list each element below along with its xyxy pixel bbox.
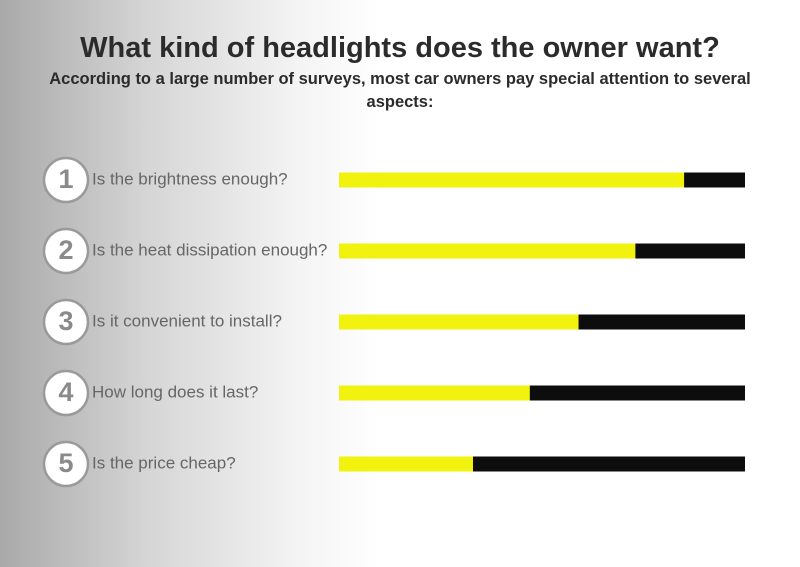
category-label: Is the heat dissipation enough? (92, 240, 327, 259)
rank-number: 4 (58, 377, 73, 407)
bar (339, 456, 473, 472)
category-label: How long does it last? (92, 382, 258, 401)
category-label: Is the brightness enough? (92, 169, 288, 188)
rank-badge (42, 156, 90, 204)
category-label: Is the price cheap? (92, 453, 236, 472)
bar (339, 385, 530, 401)
rank-number: 3 (58, 306, 73, 336)
bar (339, 314, 579, 330)
category-label: Is it convenient to install? (92, 311, 282, 330)
rank-badge (42, 298, 90, 346)
rank-number: 1 (58, 164, 73, 194)
rank-badge (42, 227, 90, 275)
bar (339, 172, 685, 188)
rank-badge (42, 369, 90, 417)
chart-subtitle: According to a large number of surveys, … (49, 70, 751, 111)
rank-number: 2 (58, 235, 73, 265)
bar (339, 243, 636, 259)
chart-title: What kind of headlights does the owner w… (80, 32, 720, 64)
rank-number: 5 (58, 448, 73, 478)
rank-badge (42, 440, 90, 488)
